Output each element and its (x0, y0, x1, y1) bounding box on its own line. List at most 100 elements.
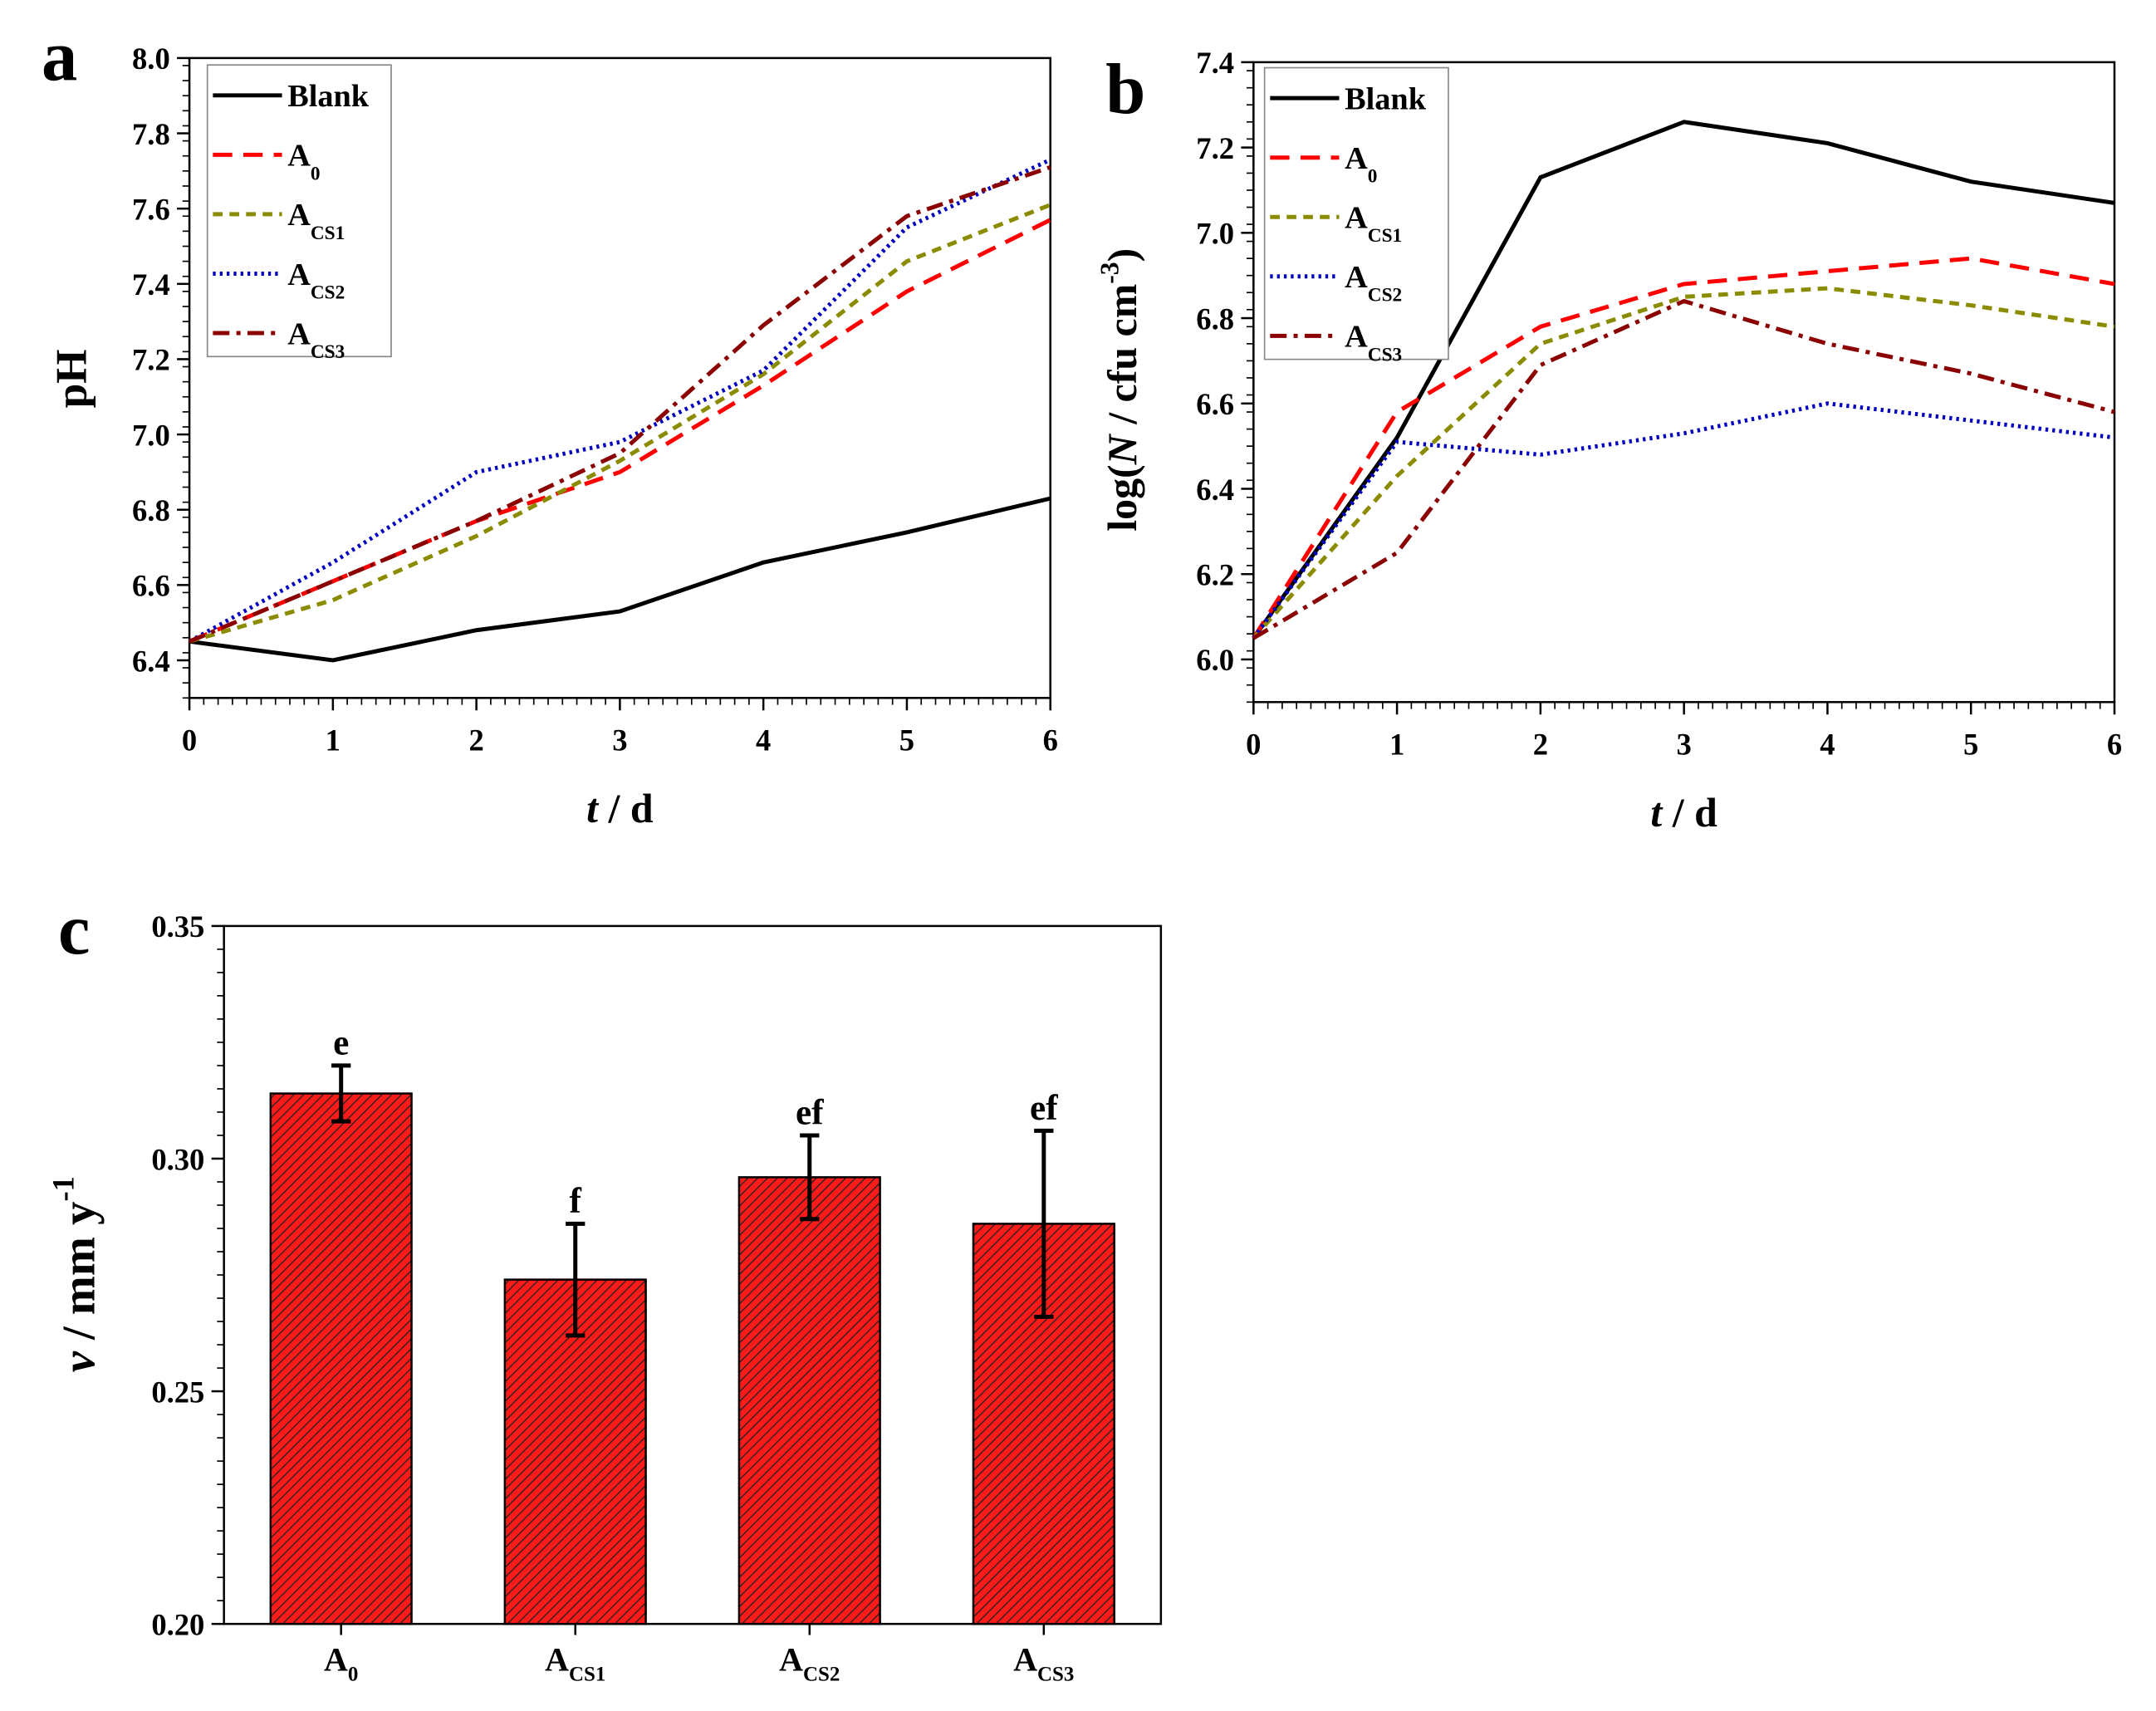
y-tick-label: 6.6 (1196, 387, 1234, 421)
significance-label: ef (1030, 1088, 1058, 1128)
x-tick-label: A0 (324, 1641, 358, 1686)
y-tick-label: 8.0 (132, 42, 170, 76)
text-span: Blank (287, 79, 370, 114)
significance-label: f (570, 1181, 582, 1221)
text-span: -1 (46, 1176, 80, 1201)
text-span: A (287, 198, 311, 233)
y-tick-label: 7.2 (132, 343, 170, 377)
series-line-blank (189, 496, 1051, 663)
legend-label: ACS1 (1345, 201, 1402, 248)
text-span: / cfu cm (1100, 284, 1145, 435)
text-span: CS3 (1037, 1663, 1074, 1685)
text-span: CS1 (311, 223, 345, 244)
text-span: CS3 (311, 341, 345, 363)
text-span: / mm y (53, 1202, 105, 1352)
y-tick-label: 6.2 (1196, 558, 1234, 592)
x-tick-label: 1 (326, 723, 341, 757)
text-span: 0 (348, 1663, 358, 1685)
text-span: A (1345, 320, 1368, 355)
text-span: A (1345, 141, 1368, 176)
x-tick-label: 0 (182, 723, 197, 757)
text-span: / d (598, 786, 654, 831)
text-span: 0 (311, 163, 321, 184)
text-span: -3 (1095, 262, 1124, 283)
text-span: A (1345, 260, 1368, 295)
text-span: A (287, 316, 311, 351)
x-tick-label: 5 (899, 723, 914, 757)
text-span: A (287, 257, 311, 292)
x-tick-label: 2 (1533, 728, 1548, 762)
y-tick-label: 7.6 (132, 192, 170, 226)
y-axis-label: v / mm y-1 (46, 1176, 105, 1372)
x-tick-label: 4 (756, 723, 771, 757)
legend-label: Blank (1345, 81, 1427, 116)
text-span: 0 (1368, 166, 1378, 188)
x-tick-label: 6 (2107, 728, 2122, 762)
text-span: Blank (1345, 81, 1427, 116)
y-tick-label: 7.4 (1196, 46, 1234, 80)
x-axis-label: t / d (586, 786, 654, 831)
x-axis-label: t / d (1650, 790, 1717, 836)
text-span: A (1013, 1641, 1037, 1679)
x-tick-label: 3 (612, 723, 627, 757)
legend-label: A0 (287, 139, 320, 185)
x-tick-label: ACS1 (545, 1641, 605, 1686)
y-tick-label: 0.20 (151, 1607, 204, 1641)
panel-c-chart: 0.200.250.300.35v / mm y-1eA0fACS1efACS2… (46, 909, 1163, 1686)
legend-label: ACS2 (1345, 260, 1402, 306)
y-tick-label: 7.0 (132, 418, 170, 452)
panel-a-chart: 0 1 2 3 4 5 6 6.4 6.6 6.8 7.0 7.2 7.4 7.6 7.8 8.0 t / d B… (47, 42, 1058, 831)
y-tick-label: 6.4 (1196, 473, 1234, 507)
legend-label: ACS3 (1345, 320, 1402, 366)
panel-b-chart: 0 1 2 3 4 5 6 6.0 6.2 6.4 6.6 6.8 7.0 7.2 7.4 t / d Blan… (1095, 46, 2122, 836)
y-tick-label: 6.6 (132, 569, 170, 603)
text-span: CS3 (1368, 344, 1402, 365)
x-tick-label: ACS3 (1013, 1641, 1074, 1686)
text-span: ) (1100, 248, 1145, 262)
text-span: CS1 (1368, 225, 1402, 247)
text-span: CS2 (311, 282, 345, 303)
y-tick-label: 6.8 (132, 493, 170, 527)
text-span: A (1345, 201, 1368, 236)
text-span: t (1650, 790, 1664, 836)
text-span: N (1100, 433, 1145, 465)
x-tick-label: ACS2 (779, 1641, 840, 1686)
text-span: A (287, 139, 311, 174)
text-span: v (53, 1351, 105, 1372)
x-tick-label: 2 (468, 723, 483, 757)
panel-label-c: c (58, 890, 90, 969)
text-span: / d (1662, 790, 1717, 836)
text-span: CS1 (569, 1663, 605, 1685)
legend-label: ACS2 (287, 257, 345, 304)
y-axis-label: log(N / cfu cm-3) (1095, 248, 1145, 532)
legend-box (206, 64, 392, 358)
legend-box (1263, 66, 1449, 360)
x-tick-label: 5 (1963, 728, 1978, 762)
text-span: A (779, 1641, 803, 1679)
legend-label: A0 (1345, 141, 1377, 188)
bar-acs2 (737, 1176, 881, 1625)
text-span: log( (1100, 464, 1145, 531)
text-span: t (586, 786, 600, 831)
significance-label: ef (796, 1093, 824, 1133)
y-tick-label: 6.4 (132, 644, 170, 678)
legend-label: Blank (287, 79, 370, 114)
panel-label-a: a (42, 17, 77, 96)
x-tick-label: 3 (1677, 728, 1692, 762)
y-tick-label: 6.8 (1196, 302, 1234, 336)
legend-label: ACS1 (287, 198, 345, 244)
y-tick-label: 7.4 (132, 267, 170, 302)
y-tick-label: 7.0 (1196, 217, 1234, 251)
text-span: CS2 (803, 1663, 840, 1685)
x-tick-label: 1 (1389, 728, 1404, 762)
y-axis-label: pH (47, 349, 96, 408)
y-tick-label: 0.30 (151, 1142, 204, 1176)
x-tick-label: 6 (1043, 723, 1058, 757)
text-span: CS2 (1368, 285, 1402, 306)
x-tick-label: 0 (1246, 728, 1261, 762)
y-tick-label: 0.25 (151, 1375, 204, 1409)
y-tick-label: 0.35 (151, 909, 204, 944)
text-span: A (545, 1641, 569, 1679)
text-span: A (324, 1641, 348, 1679)
significance-label: e (333, 1023, 349, 1063)
